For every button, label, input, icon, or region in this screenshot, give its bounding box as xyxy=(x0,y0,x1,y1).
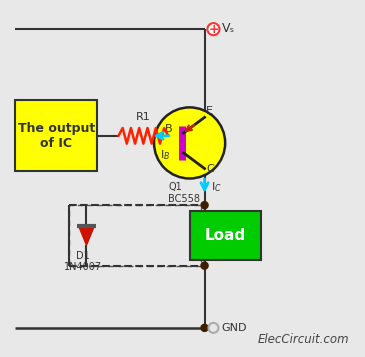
Text: +: + xyxy=(208,22,219,36)
Circle shape xyxy=(201,324,208,331)
Text: GND: GND xyxy=(221,323,247,333)
FancyBboxPatch shape xyxy=(189,211,261,260)
Text: Vₛ: Vₛ xyxy=(222,21,235,35)
Text: ElecCircuit.com: ElecCircuit.com xyxy=(258,333,350,346)
Text: Load: Load xyxy=(205,228,246,243)
FancyBboxPatch shape xyxy=(15,100,97,171)
Bar xyxy=(69,205,201,266)
Circle shape xyxy=(201,262,208,269)
Circle shape xyxy=(201,202,208,209)
Text: Q1
BC558: Q1 BC558 xyxy=(168,182,200,203)
Circle shape xyxy=(208,323,218,333)
Text: I$_B$: I$_B$ xyxy=(160,148,170,162)
Circle shape xyxy=(154,107,225,178)
Text: C: C xyxy=(206,164,214,174)
Text: I$_C$: I$_C$ xyxy=(211,180,222,194)
Text: R1: R1 xyxy=(136,112,151,122)
Polygon shape xyxy=(78,226,95,245)
Text: The output
of IC: The output of IC xyxy=(18,122,95,150)
Text: B: B xyxy=(165,124,173,134)
Circle shape xyxy=(207,23,219,35)
Text: E: E xyxy=(206,106,213,116)
Text: D1
1N4007: D1 1N4007 xyxy=(64,251,102,272)
